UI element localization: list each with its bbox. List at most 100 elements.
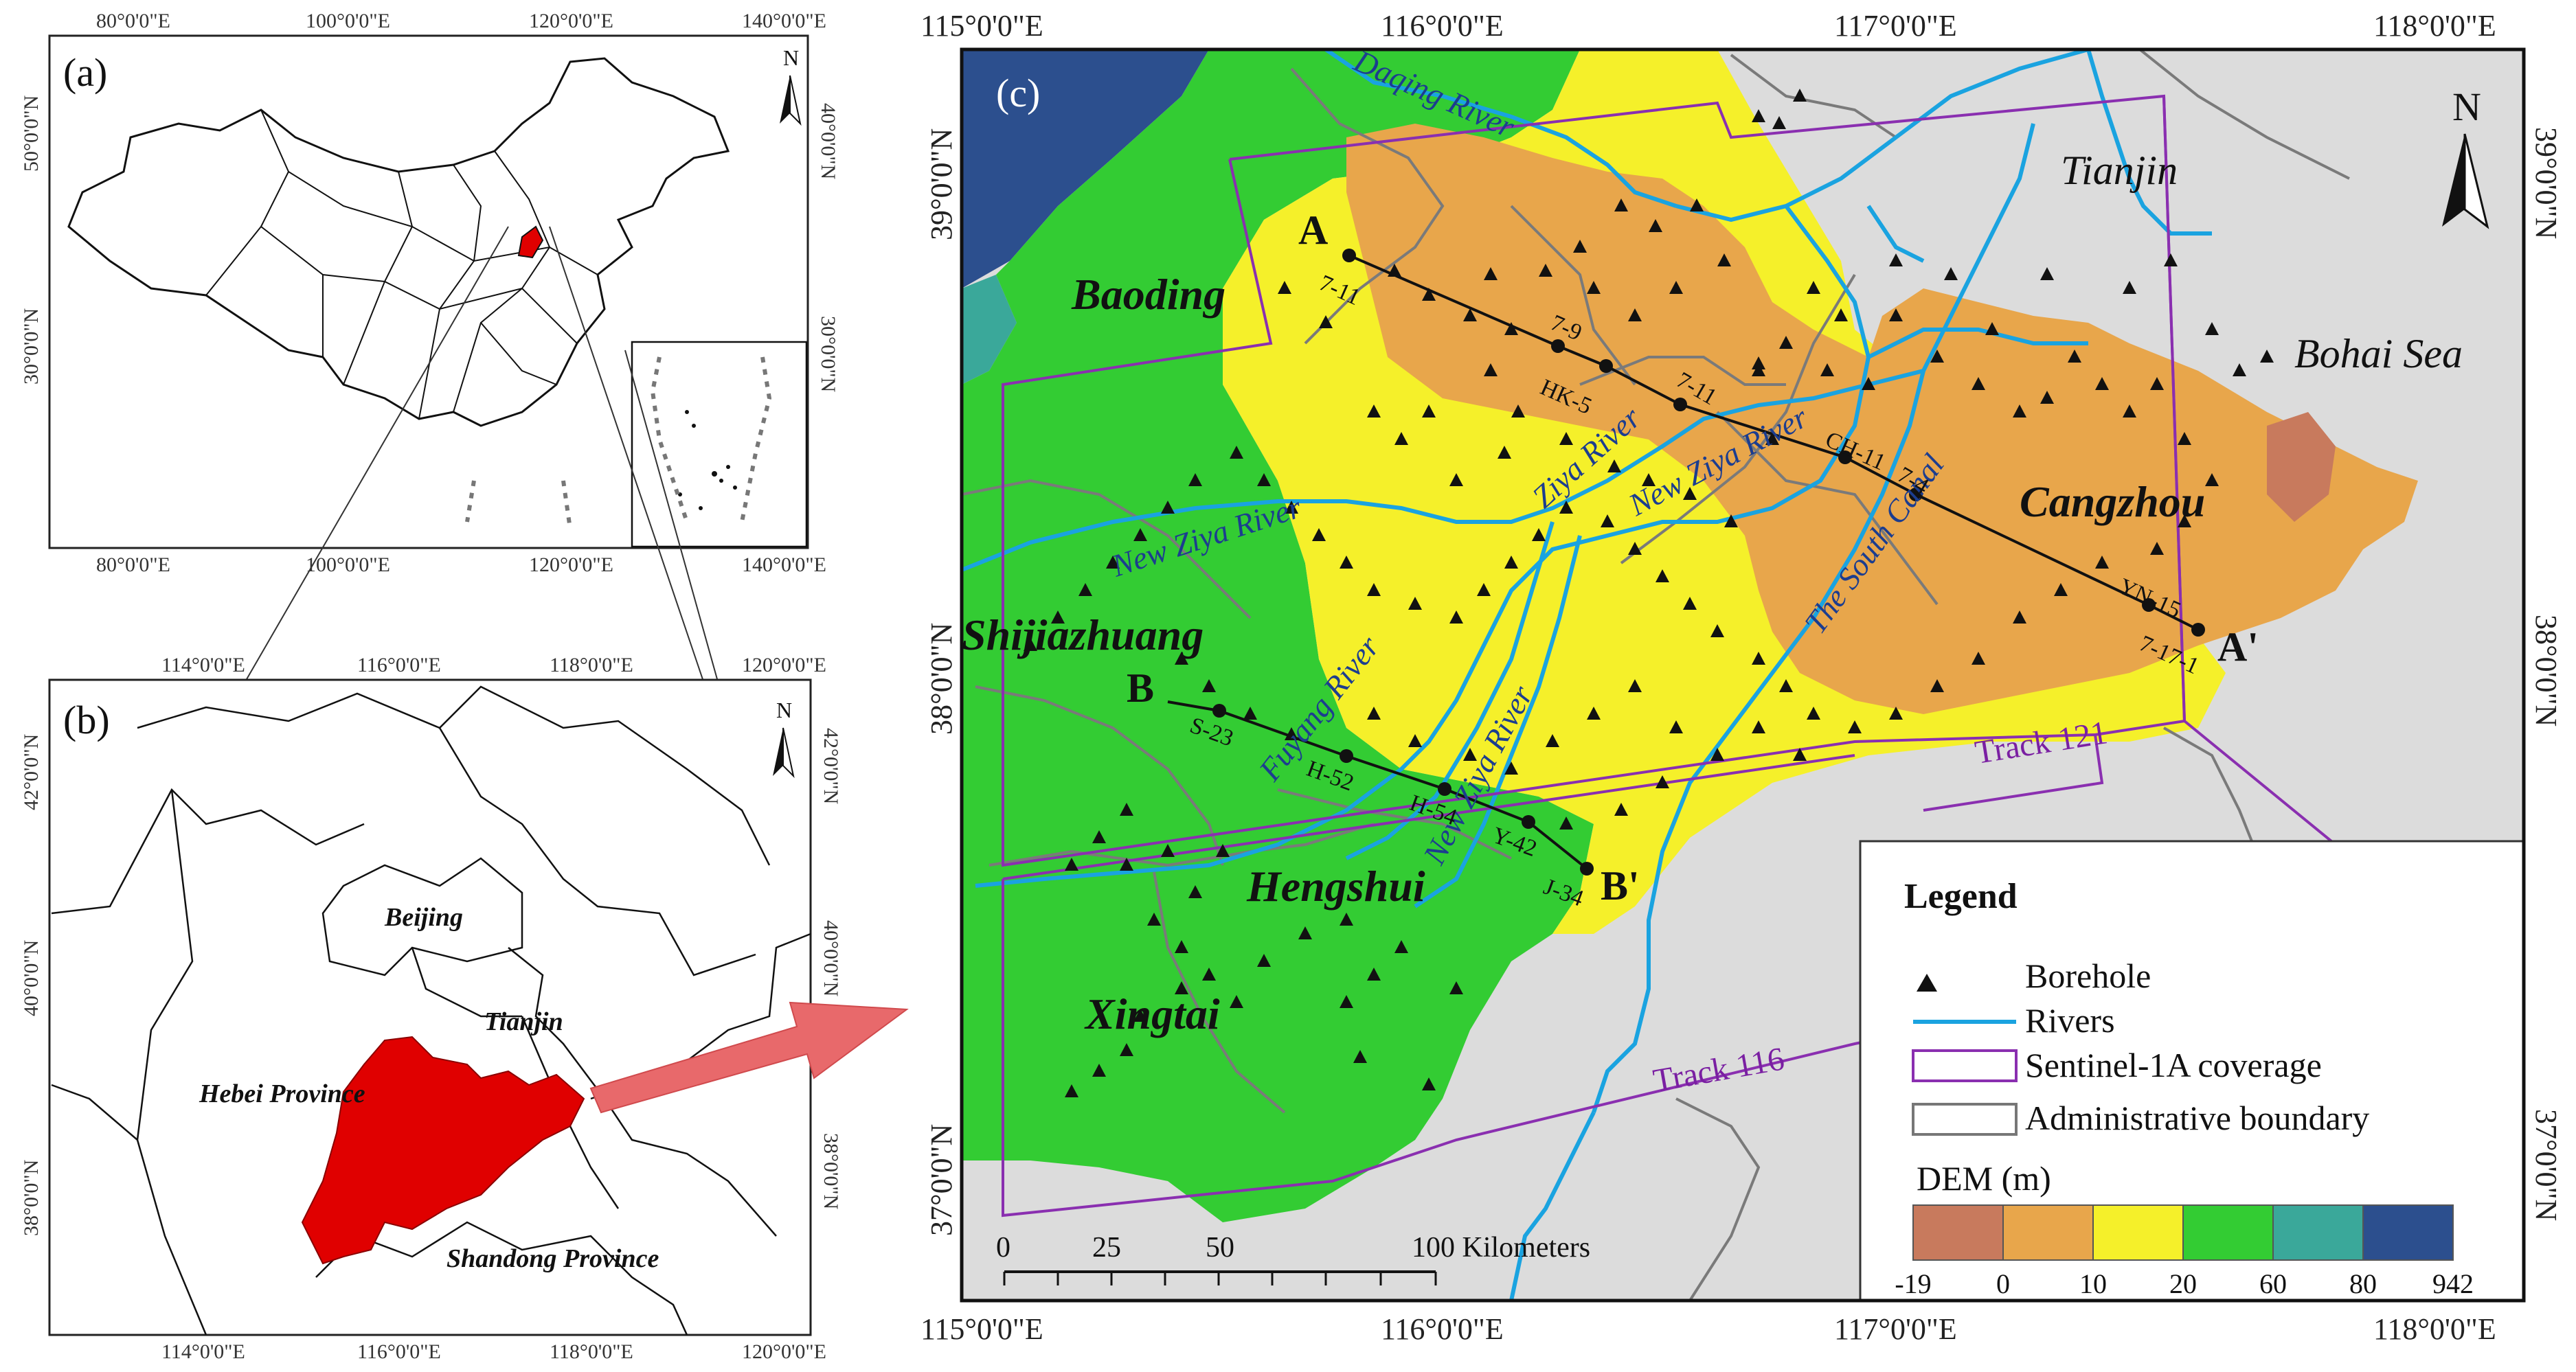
borehole-marker (1230, 446, 1243, 459)
dem-break-label: 60 (2259, 1268, 2287, 1299)
panel-c-lon-tick: 116°0'0"E (1381, 1312, 1504, 1346)
borehole-marker (1340, 913, 1353, 926)
borehole-marker (1408, 734, 1422, 747)
borehole-marker (1449, 610, 1463, 624)
dem-color-swatch (2272, 1204, 2364, 1261)
borehole-marker (1422, 1077, 1436, 1090)
panel-b-lon-tick: 114°0'0"E (161, 1340, 245, 1363)
scale-tick: 50 (1206, 1232, 1234, 1264)
borehole-marker (1985, 322, 1999, 335)
borehole-marker (1614, 803, 1628, 816)
profile-label-b-prime: B' (1601, 863, 1640, 908)
dem-break-label: 10 (2079, 1268, 2107, 1299)
borehole-marker (1889, 253, 1903, 266)
borehole-marker (1649, 219, 1662, 232)
borehole-marker (1834, 308, 1848, 321)
borehole-marker (2164, 253, 2178, 266)
boreholes (1024, 89, 2274, 1097)
panel-b-lat-tick: 38°0'0"N (820, 1133, 842, 1209)
dem-color-ramp (1912, 1204, 2454, 1261)
north-label: N (783, 45, 799, 70)
borehole-marker (1367, 707, 1381, 720)
borehole-marker (1889, 308, 1903, 321)
borehole-marker (1772, 116, 1786, 129)
city-xingtai: Xingtai (1084, 990, 1220, 1038)
borehole-marker (1971, 652, 1985, 665)
borehole-marker (1202, 679, 1216, 692)
borehole-marker (1298, 926, 1312, 939)
dem-green (962, 49, 1594, 1222)
dem-brown (2267, 412, 2336, 522)
hebei-highlight-a (517, 225, 544, 259)
china-outline (67, 57, 730, 427)
legend-dem-title: DEM (m) (1917, 1159, 2051, 1198)
borehole-marker (1614, 198, 1628, 211)
panel-a-lon-tick: 80°0'0"E (96, 10, 170, 32)
borehole-marker (1807, 707, 1820, 720)
borehole-marker (1573, 240, 1587, 253)
panel-a: 80°0'0"E 100°0'0"E 120°0'0"E 140°0'0"E 8… (20, 10, 839, 576)
panel-a-lat-tick: 30°0'0"N (20, 308, 43, 385)
dem-color-swatch (2092, 1204, 2184, 1261)
borehole-marker (2260, 350, 2274, 363)
panel-b-lon-tick: 118°0'0"E (550, 1340, 633, 1363)
legend-borehole-icon (1917, 974, 1937, 992)
panel-c-lat-tick: 38°0'0"N (2529, 615, 2563, 727)
borehole-marker (1051, 610, 1065, 624)
borehole-marker (1216, 844, 1230, 857)
borehole-marker (1484, 363, 1498, 376)
borehole-marker (1449, 473, 1463, 486)
borehole-marker (1285, 501, 1298, 514)
dem-break-label: -19 (1895, 1268, 1931, 1299)
panel-c-lon-tick: 117°0'0"E (1834, 9, 1957, 43)
city-shijiazhuang: Shijiazhuang (962, 610, 1204, 659)
panel-a-lat-tick: 40°0'0"N (817, 103, 839, 179)
panel-a-lon-tick: 100°0'0"E (306, 553, 390, 576)
borehole-marker (2150, 542, 2164, 555)
scale-tick: 100 Kilometers (1412, 1232, 1590, 1264)
scale-bar: 0 25 50 100 Kilometers (996, 1232, 1590, 1285)
dem-color-swatch (2002, 1204, 2094, 1261)
borehole-marker (1463, 748, 1477, 761)
place-hebei: Hebei Province (199, 1079, 365, 1108)
borehole-marker (1133, 528, 1147, 541)
panel-c-lat-tick: 39°0'0"N (2529, 127, 2563, 239)
borehole-marker (1340, 556, 1353, 569)
borehole-marker (1779, 336, 1793, 349)
place-beijing: Beijing (384, 903, 463, 932)
panel-b: 114°0'0"E 116°0'0"E 118°0'0"E 120°0'0"E … (20, 654, 842, 1363)
profile-points (1212, 249, 2205, 876)
legend-admin-icon (1912, 1103, 2018, 1136)
borehole-marker (1449, 981, 1463, 994)
panel-b-north-arrow: N (773, 698, 795, 779)
borehole-marker (1230, 995, 1243, 1008)
borehole-marker (1394, 940, 1408, 953)
legend: Legend Borehole Rivers Sentinel-1A cover… (1859, 840, 2524, 1301)
borehole-marker (1175, 981, 1188, 994)
borehole-marker (1394, 432, 1408, 445)
panel-a-lat-tick: 30°0'0"N (817, 316, 839, 392)
borehole-marker (1669, 720, 1683, 733)
borehole-marker (1024, 638, 1037, 651)
borehole-marker (1862, 377, 1875, 390)
profile-lines (1167, 254, 2199, 870)
hebei-highlight-b (301, 1036, 585, 1265)
borehole-marker (1669, 281, 1683, 294)
scale-tick: 0 (996, 1232, 1010, 1264)
panel-c-frame (960, 47, 2526, 1303)
borehole-marker (1408, 597, 1422, 610)
borehole-marker (1147, 913, 1161, 926)
north-label: N (2452, 84, 2481, 129)
city-cangzhou: Cangzhou (2020, 477, 2205, 526)
borehole-marker (1367, 968, 1381, 981)
legend-coverage-icon (1912, 1049, 2018, 1082)
borehole-marker (1710, 624, 1724, 637)
scale-tick: 25 (1092, 1232, 1121, 1264)
borehole-marker (1752, 356, 1765, 369)
borehole-marker (1257, 954, 1271, 967)
borehole-marker (1793, 89, 1807, 102)
borehole-marker (1078, 583, 1092, 596)
borehole-marker (1504, 556, 1518, 569)
borehole-marker (1257, 473, 1271, 486)
panel-a-lon-tick: 120°0'0"E (529, 10, 613, 32)
